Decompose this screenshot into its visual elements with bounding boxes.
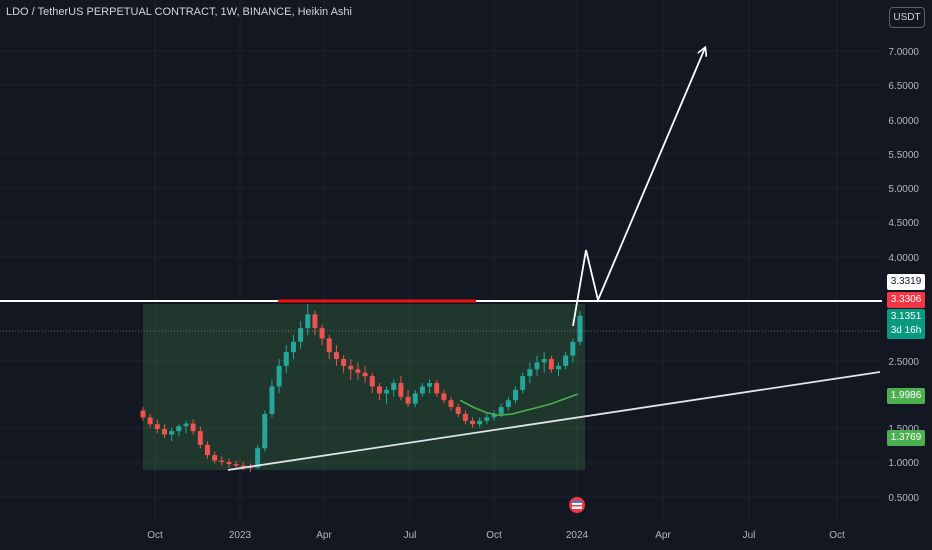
- price-badge-ma: 1.9986: [887, 388, 925, 404]
- candle: [341, 355, 347, 373]
- candle: [441, 389, 447, 404]
- candle: [376, 383, 382, 401]
- moving-average-line: [459, 393, 579, 417]
- chart-title: LDO / TetherUS PERPETUAL CONTRACT, 1W, B…: [6, 6, 352, 18]
- candle: [305, 304, 311, 335]
- x-tick-label: 2024: [566, 530, 589, 541]
- candle: [534, 355, 540, 377]
- candle: [169, 427, 175, 442]
- candle: [520, 372, 526, 394]
- range-zone: [143, 304, 585, 470]
- candle: [212, 451, 218, 464]
- candle: [161, 424, 167, 438]
- candle: [384, 386, 390, 404]
- candle: [405, 389, 411, 408]
- y-tick-label: 5.0000: [888, 184, 919, 195]
- y-tick-label: 0.5000: [888, 493, 919, 504]
- candle: [283, 345, 289, 373]
- x-tick-label: Oct: [829, 530, 845, 541]
- candle: [448, 396, 454, 411]
- candle: [269, 379, 275, 418]
- candle: [233, 460, 239, 469]
- candle: [577, 310, 583, 346]
- candle: [290, 334, 296, 359]
- y-tick-label: 6.0000: [888, 116, 919, 127]
- candle: [484, 413, 490, 425]
- projection-arrow: [572, 48, 705, 327]
- x-tick-label: Jul: [404, 530, 417, 541]
- candle: [556, 362, 562, 377]
- candle: [183, 420, 189, 434]
- candle: [219, 456, 225, 466]
- y-tick-label: 7.0000: [888, 47, 919, 58]
- countdown-label: 3d 16h: [890, 325, 922, 336]
- candle: [204, 441, 210, 459]
- candle: [333, 345, 339, 366]
- candle: [140, 407, 146, 421]
- candle: [362, 365, 368, 384]
- candle: [319, 324, 325, 346]
- price-badge-last: 3.1351 3d 16h: [887, 309, 925, 339]
- candle: [176, 424, 182, 436]
- candle: [548, 355, 554, 373]
- candle: [477, 417, 483, 428]
- x-tick-label: Apr: [655, 530, 671, 541]
- candle: [147, 413, 153, 428]
- candle: [298, 321, 304, 349]
- candle: [326, 334, 332, 359]
- candle: [412, 389, 418, 408]
- x-tick-label: Jul: [743, 530, 756, 541]
- x-tick-label: Oct: [147, 530, 163, 541]
- price-badge-support: 1.3769: [887, 430, 925, 446]
- candle: [541, 352, 547, 373]
- candle: [276, 358, 282, 394]
- candle: [391, 379, 397, 397]
- x-tick-label: Apr: [316, 530, 332, 541]
- x-tick-label: Oct: [486, 530, 502, 541]
- candle: [505, 396, 511, 411]
- candle: [419, 383, 425, 397]
- candle: [348, 358, 354, 380]
- y-tick-label: 2.5000: [888, 357, 919, 368]
- candle: [226, 458, 232, 468]
- y-tick-label: 1.0000: [888, 458, 919, 469]
- candle: [527, 362, 533, 384]
- y-tick-label: 1.5000: [888, 424, 919, 435]
- candle: [570, 338, 576, 363]
- y-tick-label: 4.0000: [888, 253, 919, 264]
- candle: [434, 379, 440, 397]
- price-badge-alert: 3.3319: [887, 274, 925, 290]
- candles: [140, 304, 583, 473]
- chart-grid: [0, 0, 880, 520]
- ascending-trendline: [227, 371, 881, 471]
- candle: [154, 419, 160, 434]
- candle: [563, 352, 569, 370]
- price-badge-resistance: 3.3306: [887, 292, 925, 308]
- candle: [190, 419, 196, 435]
- candle: [491, 410, 497, 421]
- x-tick-label: 2023: [229, 530, 252, 541]
- candle: [355, 362, 361, 380]
- candle: [369, 372, 375, 394]
- y-tick-label: 4.5000: [888, 218, 919, 229]
- candle: [398, 376, 404, 401]
- candle: [513, 386, 519, 404]
- candle: [427, 379, 433, 394]
- y-tick-label: 5.5000: [888, 150, 919, 161]
- candle: [262, 410, 268, 452]
- x-axis[interactable]: Oct 2023 Apr Jul Oct 2024 Apr Jul Oct: [147, 530, 845, 541]
- y-tick-label: 6.5000: [888, 81, 919, 92]
- candle: [197, 426, 203, 449]
- candle: [312, 310, 318, 335]
- flag-icon[interactable]: [569, 497, 585, 513]
- candle: [455, 403, 461, 418]
- candle: [470, 417, 476, 428]
- candle: [462, 410, 468, 425]
- currency-button[interactable]: USDT: [889, 7, 925, 28]
- candle: [240, 462, 246, 471]
- y-axis[interactable]: 0.5000 1.0000 1.5000 2.5000 4.0000 4.5000 5.00…: [888, 47, 919, 504]
